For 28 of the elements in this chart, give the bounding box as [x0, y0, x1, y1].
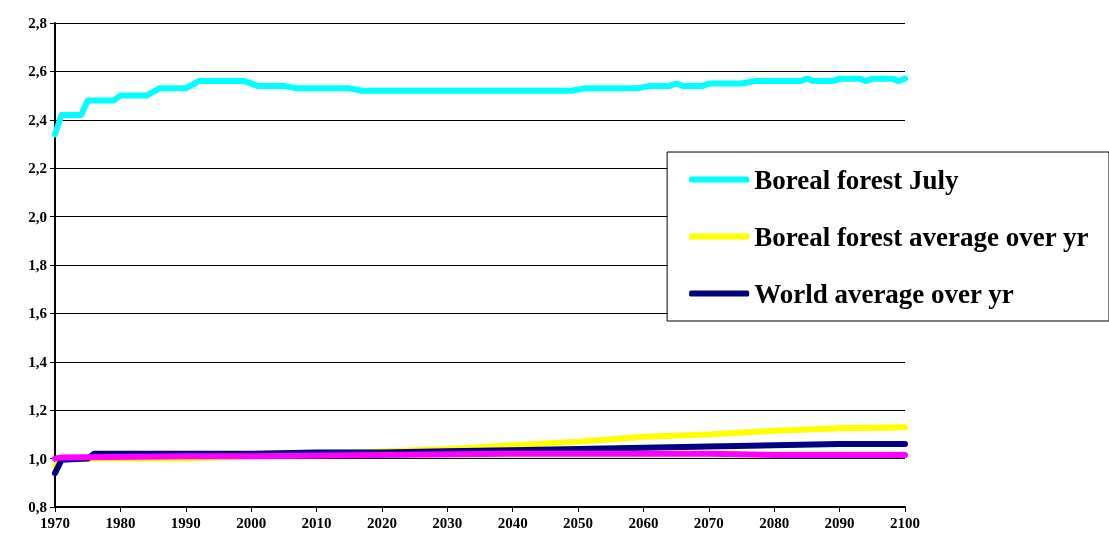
x-tick-label: 2100: [890, 514, 920, 531]
y-tick-label: 2,2: [28, 160, 47, 177]
x-tick-label: 1980: [105, 514, 136, 531]
x-tick-label: 2060: [628, 514, 659, 531]
legend-label: World average over yr: [754, 278, 1014, 309]
y-tick-label: 1,4: [28, 353, 48, 370]
x-tick-label: 2040: [497, 514, 528, 531]
legend-label: Boreal forest average over yr: [754, 221, 1089, 252]
y-tick-label: 1,0: [28, 450, 47, 467]
y-tick-label: 2,6: [28, 63, 48, 80]
x-tick-label: 2020: [366, 514, 397, 531]
x-tick-label: 2030: [432, 514, 463, 531]
x-tick-label: 2010: [301, 514, 332, 531]
legend-label: Boreal forest July: [754, 164, 960, 195]
y-tick-label: 0,8: [28, 499, 47, 515]
y-tick-label: 1,2: [28, 402, 47, 419]
y-tick-label: 2,8: [28, 15, 47, 31]
x-tick-label: 1990: [170, 514, 201, 531]
x-tick-label: 2050: [563, 514, 594, 531]
x-tick-label: 2080: [759, 514, 790, 531]
y-tick-label: 1,8: [28, 257, 47, 273]
y-tick-label: 2,0: [28, 208, 47, 225]
x-tick-label: 1970: [40, 514, 70, 531]
y-tick-label: 1,6: [28, 305, 48, 322]
x-tick-label: 2000: [236, 514, 267, 531]
x-tick-label: 2090: [824, 514, 855, 531]
x-tick-label: 2070: [693, 514, 724, 531]
y-tick-label: 2,4: [28, 111, 48, 128]
